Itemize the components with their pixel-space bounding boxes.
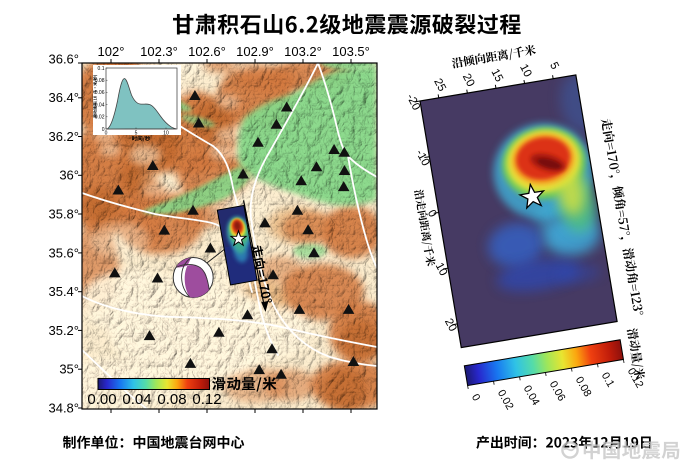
svg-text:0.08: 0.08 — [157, 391, 186, 408]
svg-text:102.3°: 102.3° — [140, 44, 178, 59]
svg-text:36.4°: 36.4° — [48, 90, 79, 105]
svg-text:20: 20 — [442, 317, 459, 334]
svg-text:103.2°: 103.2° — [284, 44, 322, 59]
svg-text:0: 0 — [102, 127, 105, 133]
svg-text:10: 10 — [163, 131, 169, 137]
svg-text:5: 5 — [547, 60, 561, 71]
svg-text:102°: 102° — [98, 44, 125, 59]
svg-text:35°: 35° — [59, 362, 79, 377]
svg-text:0.08: 0.08 — [95, 78, 105, 84]
svg-text:10: 10 — [517, 62, 534, 79]
svg-text:35.8°: 35.8° — [48, 206, 79, 221]
svg-text:0.00: 0.00 — [87, 391, 116, 408]
svg-text:35.6°: 35.6° — [48, 245, 79, 260]
svg-text:20: 20 — [460, 72, 477, 89]
svg-text:0.04: 0.04 — [95, 102, 105, 108]
svg-text:10: 10 — [433, 261, 450, 278]
svg-text:35.4°: 35.4° — [48, 284, 79, 299]
svg-text:34.8°: 34.8° — [48, 400, 79, 415]
svg-text:36.2°: 36.2° — [48, 129, 79, 144]
svg-text:0: 0 — [469, 392, 482, 403]
svg-text:5: 5 — [135, 131, 138, 137]
svg-text:102.9°: 102.9° — [236, 44, 274, 59]
svg-text:0: 0 — [105, 131, 108, 137]
svg-text:0.02: 0.02 — [95, 115, 105, 121]
svg-text:102.6°: 102.6° — [188, 44, 226, 59]
svg-text:35.2°: 35.2° — [48, 323, 79, 338]
svg-text:15: 15 — [488, 67, 505, 84]
svg-text:103.5°: 103.5° — [332, 44, 370, 59]
svg-text:0: 0 — [425, 208, 439, 219]
svg-text:0.06: 0.06 — [95, 90, 105, 96]
svg-text:0.1: 0.1 — [98, 66, 105, 72]
svg-text:36.6°: 36.6° — [48, 51, 79, 66]
svg-text:0.12: 0.12 — [192, 391, 221, 408]
svg-text:36°: 36° — [59, 168, 79, 183]
svg-text:0.04: 0.04 — [122, 391, 151, 408]
svg-text:25: 25 — [431, 77, 448, 94]
